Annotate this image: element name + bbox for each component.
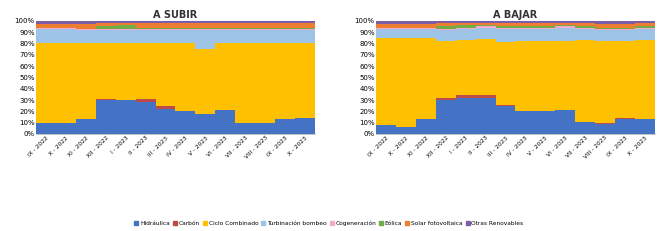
Legend: Hidráulica, Carbón, Ciclo Combinado, Turbinación bombeo, Cogeneración, Eólica, S: Hidráulica, Carbón, Ciclo Combinado, Tur… bbox=[132, 218, 526, 228]
Title: A SUBIR: A SUBIR bbox=[153, 10, 197, 20]
Title: A BAJAR: A BAJAR bbox=[494, 10, 538, 20]
